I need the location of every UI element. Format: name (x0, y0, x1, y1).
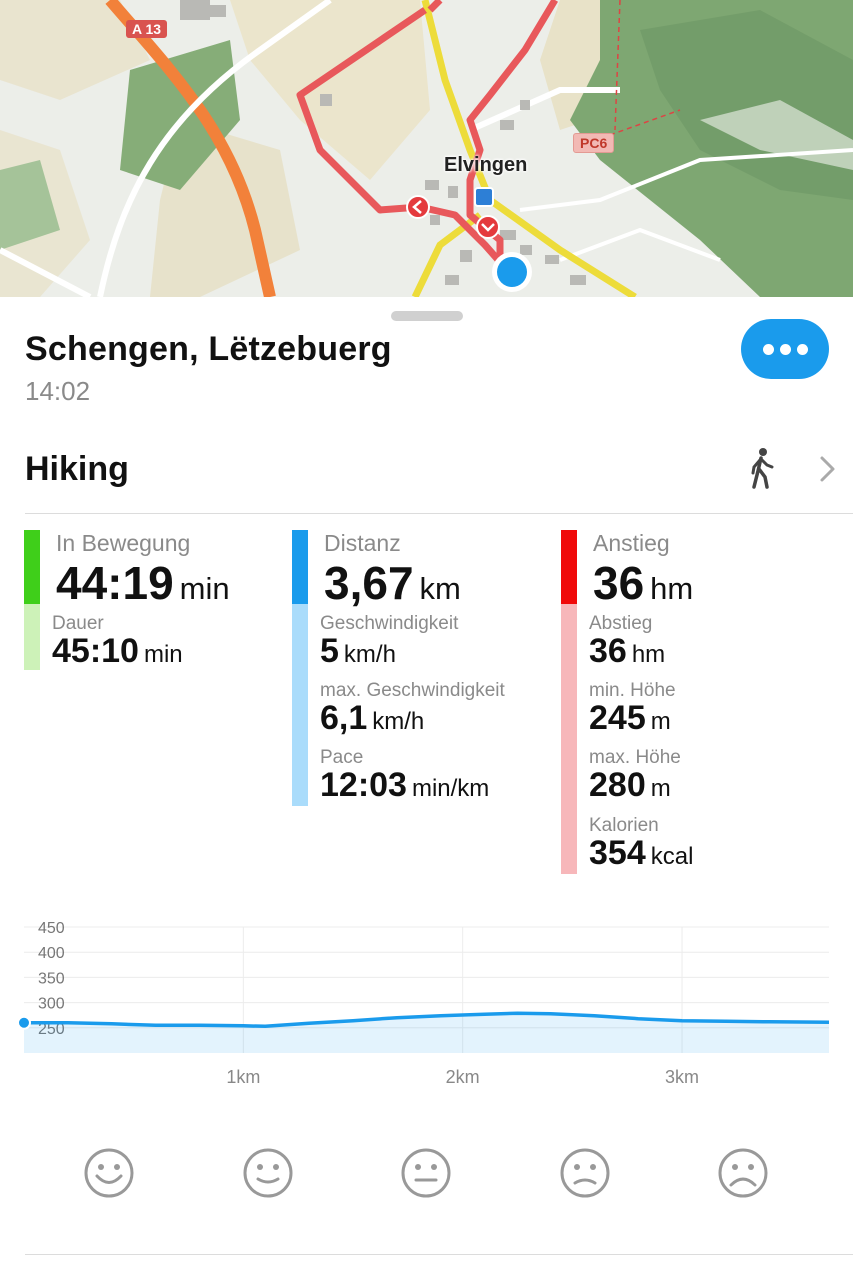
moving-color-bar-light (24, 604, 40, 670)
map-canvas (0, 0, 853, 297)
x-tick-label: 3km (665, 1067, 699, 1087)
elevation-area (24, 1013, 829, 1053)
moving-time-label: In Bewegung (56, 530, 191, 556)
descent-number: 36 (589, 632, 627, 670)
more-options-button[interactable] (741, 319, 829, 379)
calories-label: Kalorien (589, 815, 659, 836)
max-speed-value: 6,1 km/h (320, 699, 424, 738)
duration-label: Dauer (52, 613, 104, 634)
x-tick-label: 2km (446, 1067, 480, 1087)
chevron-right-icon[interactable] (816, 454, 838, 484)
descent-unit: hm (631, 641, 666, 668)
y-tick-label: 400 (38, 945, 65, 962)
moving-time-number: 44:19 (56, 557, 174, 609)
y-tick-label: 250 (38, 1021, 65, 1038)
sheet-grabber[interactable] (391, 311, 463, 321)
pace-label: Pace (320, 747, 364, 768)
neutral-face-icon[interactable] (400, 1147, 452, 1199)
map-town-label: Elvingen (444, 154, 528, 176)
duration-value: 45:10 min (52, 632, 183, 671)
moving-time-unit: min (179, 571, 230, 606)
section-divider (25, 513, 853, 514)
elevation-chart[interactable]: 450 400 350 300 250 1km 2km 3km (0, 907, 853, 1097)
y-tick-label: 350 (38, 970, 65, 987)
max-altitude-unit: m (650, 775, 671, 802)
pace-number: 12:03 (320, 766, 407, 804)
more-dot (796, 343, 808, 355)
descent-label: Abstieg (589, 613, 653, 634)
x-tick-label: 1km (226, 1067, 260, 1087)
more-dot (779, 343, 791, 355)
pace-value: 12:03 min/km (320, 766, 489, 805)
ascent-color-bar-light (561, 604, 577, 874)
distance-color-bar-light (292, 604, 308, 806)
hiker-icon[interactable] (746, 447, 776, 489)
pace-unit: min/km (411, 775, 490, 802)
calories-unit: kcal (650, 843, 694, 870)
activity-type-label: Hiking (25, 450, 129, 488)
calories-value: 354 kcal (589, 834, 693, 873)
road-shield-pc6: PC6 (573, 133, 615, 153)
sad-face-icon[interactable] (559, 1147, 611, 1199)
min-altitude-label: min. Höhe (589, 680, 676, 701)
descent-value: 36 hm (589, 632, 665, 671)
place-title: Schengen, Lëtzebuerg (25, 330, 392, 368)
max-altitude-value: 280 m (589, 766, 671, 805)
ascent-color-bar (561, 530, 577, 604)
duration-number: 45:10 (52, 632, 139, 670)
min-altitude-unit: m (650, 708, 671, 735)
moving-time-value: 44:19 min (56, 556, 230, 610)
ascent-label: Anstieg (593, 530, 670, 556)
y-tick-label: 450 (38, 920, 65, 937)
duration-unit: min (143, 641, 183, 668)
distance-color-bar (292, 530, 308, 604)
max-speed-label: max. Geschwindigkeit (320, 680, 505, 701)
distance-value: 3,67 km (324, 556, 461, 610)
speed-number: 5 (320, 632, 339, 670)
more-horizontal-icon (762, 343, 774, 355)
road-shield-a13: A 13 (126, 20, 168, 38)
max-speed-unit: km/h (372, 708, 425, 735)
moving-color-bar (24, 530, 40, 604)
very-happy-face-icon[interactable] (83, 1147, 135, 1199)
max-altitude-number: 280 (589, 766, 646, 804)
elevation-line (24, 1011, 830, 1029)
start-time: 14:02 (25, 376, 91, 406)
ascent-number: 36 (593, 557, 645, 609)
distance-unit: km (419, 571, 461, 606)
max-speed-number: 6,1 (320, 699, 368, 737)
ascent-unit: hm (650, 571, 694, 606)
max-altitude-label: max. Höhe (589, 747, 681, 768)
speed-value: 5 km/h (320, 632, 396, 671)
ascent-value: 36 hm (593, 556, 693, 610)
y-tick-label: 300 (38, 996, 65, 1013)
distance-label: Distanz (324, 530, 401, 556)
calories-number: 354 (589, 834, 646, 872)
distance-number: 3,67 (324, 557, 414, 609)
min-altitude-number: 245 (589, 699, 646, 737)
activity-detail-sheet: Schengen, Lëtzebuerg 14:02 Hiking In Bew… (0, 297, 853, 1280)
bottom-divider (25, 1254, 853, 1255)
very-sad-face-icon[interactable] (717, 1147, 769, 1199)
min-altitude-value: 245 m (589, 699, 671, 738)
speed-label: Geschwindigkeit (320, 613, 459, 634)
elevation-cursor (17, 1015, 31, 1030)
map-view[interactable]: A 13 PC6 Elvingen (0, 0, 853, 297)
speed-unit: km/h (343, 641, 396, 668)
happy-face-icon[interactable] (242, 1147, 294, 1199)
